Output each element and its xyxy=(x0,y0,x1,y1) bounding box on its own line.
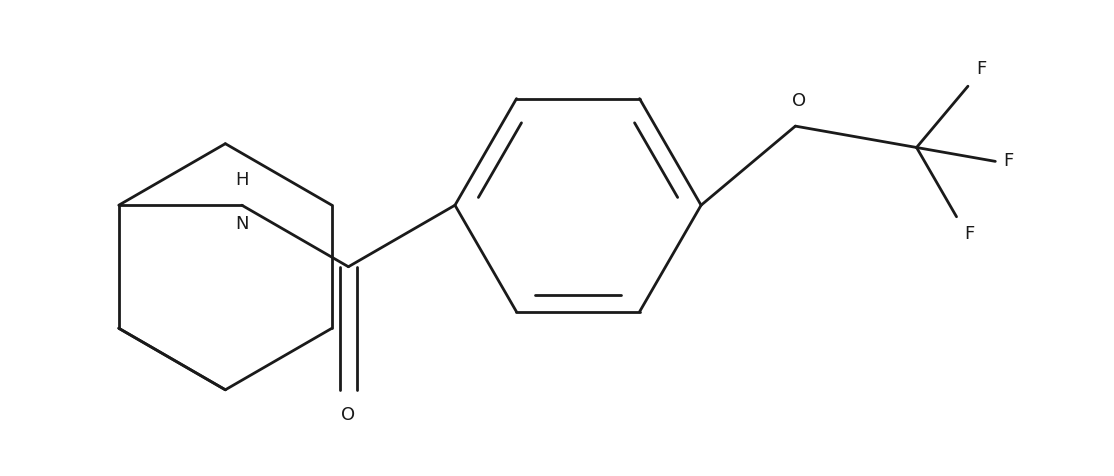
Text: N: N xyxy=(235,215,248,233)
Text: F: F xyxy=(965,225,975,243)
Text: H: H xyxy=(235,171,248,189)
Text: O: O xyxy=(792,92,805,109)
Text: F: F xyxy=(976,60,986,78)
Text: O: O xyxy=(341,406,355,424)
Text: F: F xyxy=(1004,152,1014,170)
